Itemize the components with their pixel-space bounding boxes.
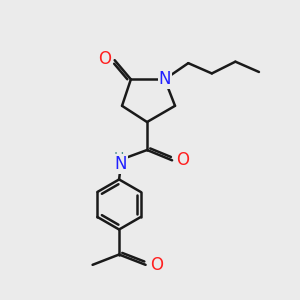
Text: O: O <box>150 256 163 274</box>
Text: H: H <box>114 151 124 165</box>
Text: N: N <box>158 70 171 88</box>
Text: N: N <box>114 155 127 173</box>
Text: O: O <box>98 50 111 68</box>
Text: O: O <box>176 151 190 169</box>
